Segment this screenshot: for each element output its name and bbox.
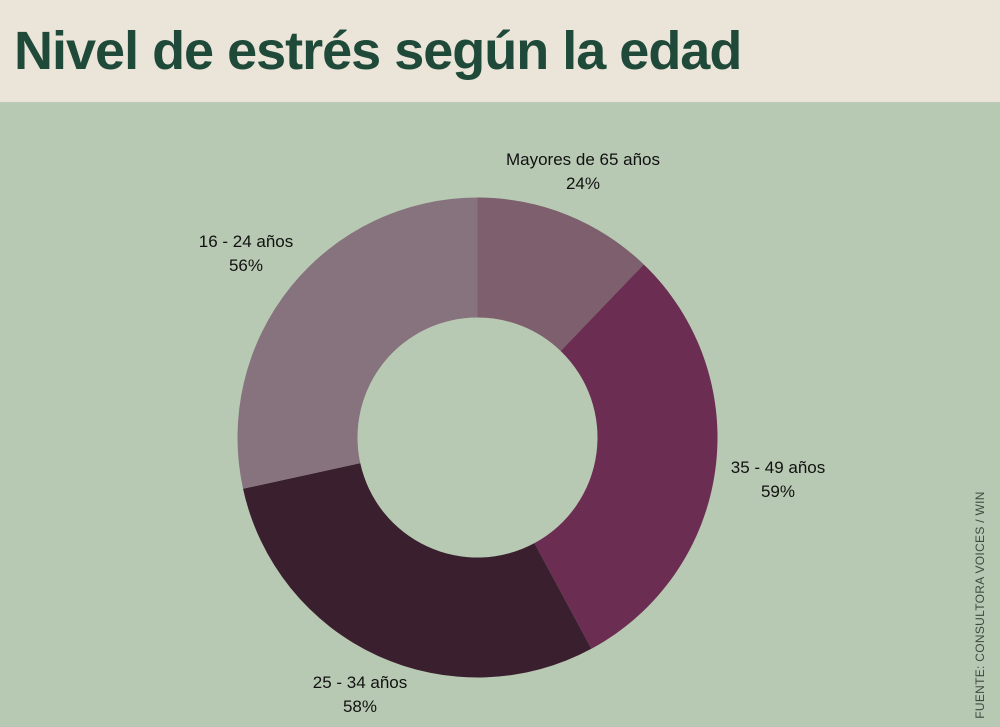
category-label: 16 - 24 años (198, 232, 294, 251)
slice-label-65plus: Mayores de 65 años 24% (506, 148, 660, 196)
chart-title: Nivel de estrés según la edad (14, 21, 742, 81)
slice-label-16-24: 16 - 24 años 56% (199, 230, 294, 278)
category-label: 25 - 34 años (312, 673, 408, 692)
category-label: Mayores de 65 años (505, 150, 661, 169)
donut-slice (477, 197, 644, 351)
value-label: 59% (760, 482, 796, 501)
donut-slice (237, 197, 478, 489)
donut-slice (534, 264, 718, 649)
slice-label-25-34: 25 - 34 años 58% (313, 671, 408, 719)
source-note: FUENTE: CONSULTORA VOICES / WIN (973, 491, 987, 719)
header-banner: Nivel de estrés según la edad (0, 0, 1000, 102)
value-label: 58% (342, 697, 378, 716)
value-label: 24% (565, 174, 601, 193)
value-label: 56% (228, 256, 264, 275)
donut-slice (243, 463, 592, 678)
slice-label-35-49: 35 - 49 años 59% (731, 456, 826, 504)
category-label: 35 - 49 años (730, 458, 826, 477)
